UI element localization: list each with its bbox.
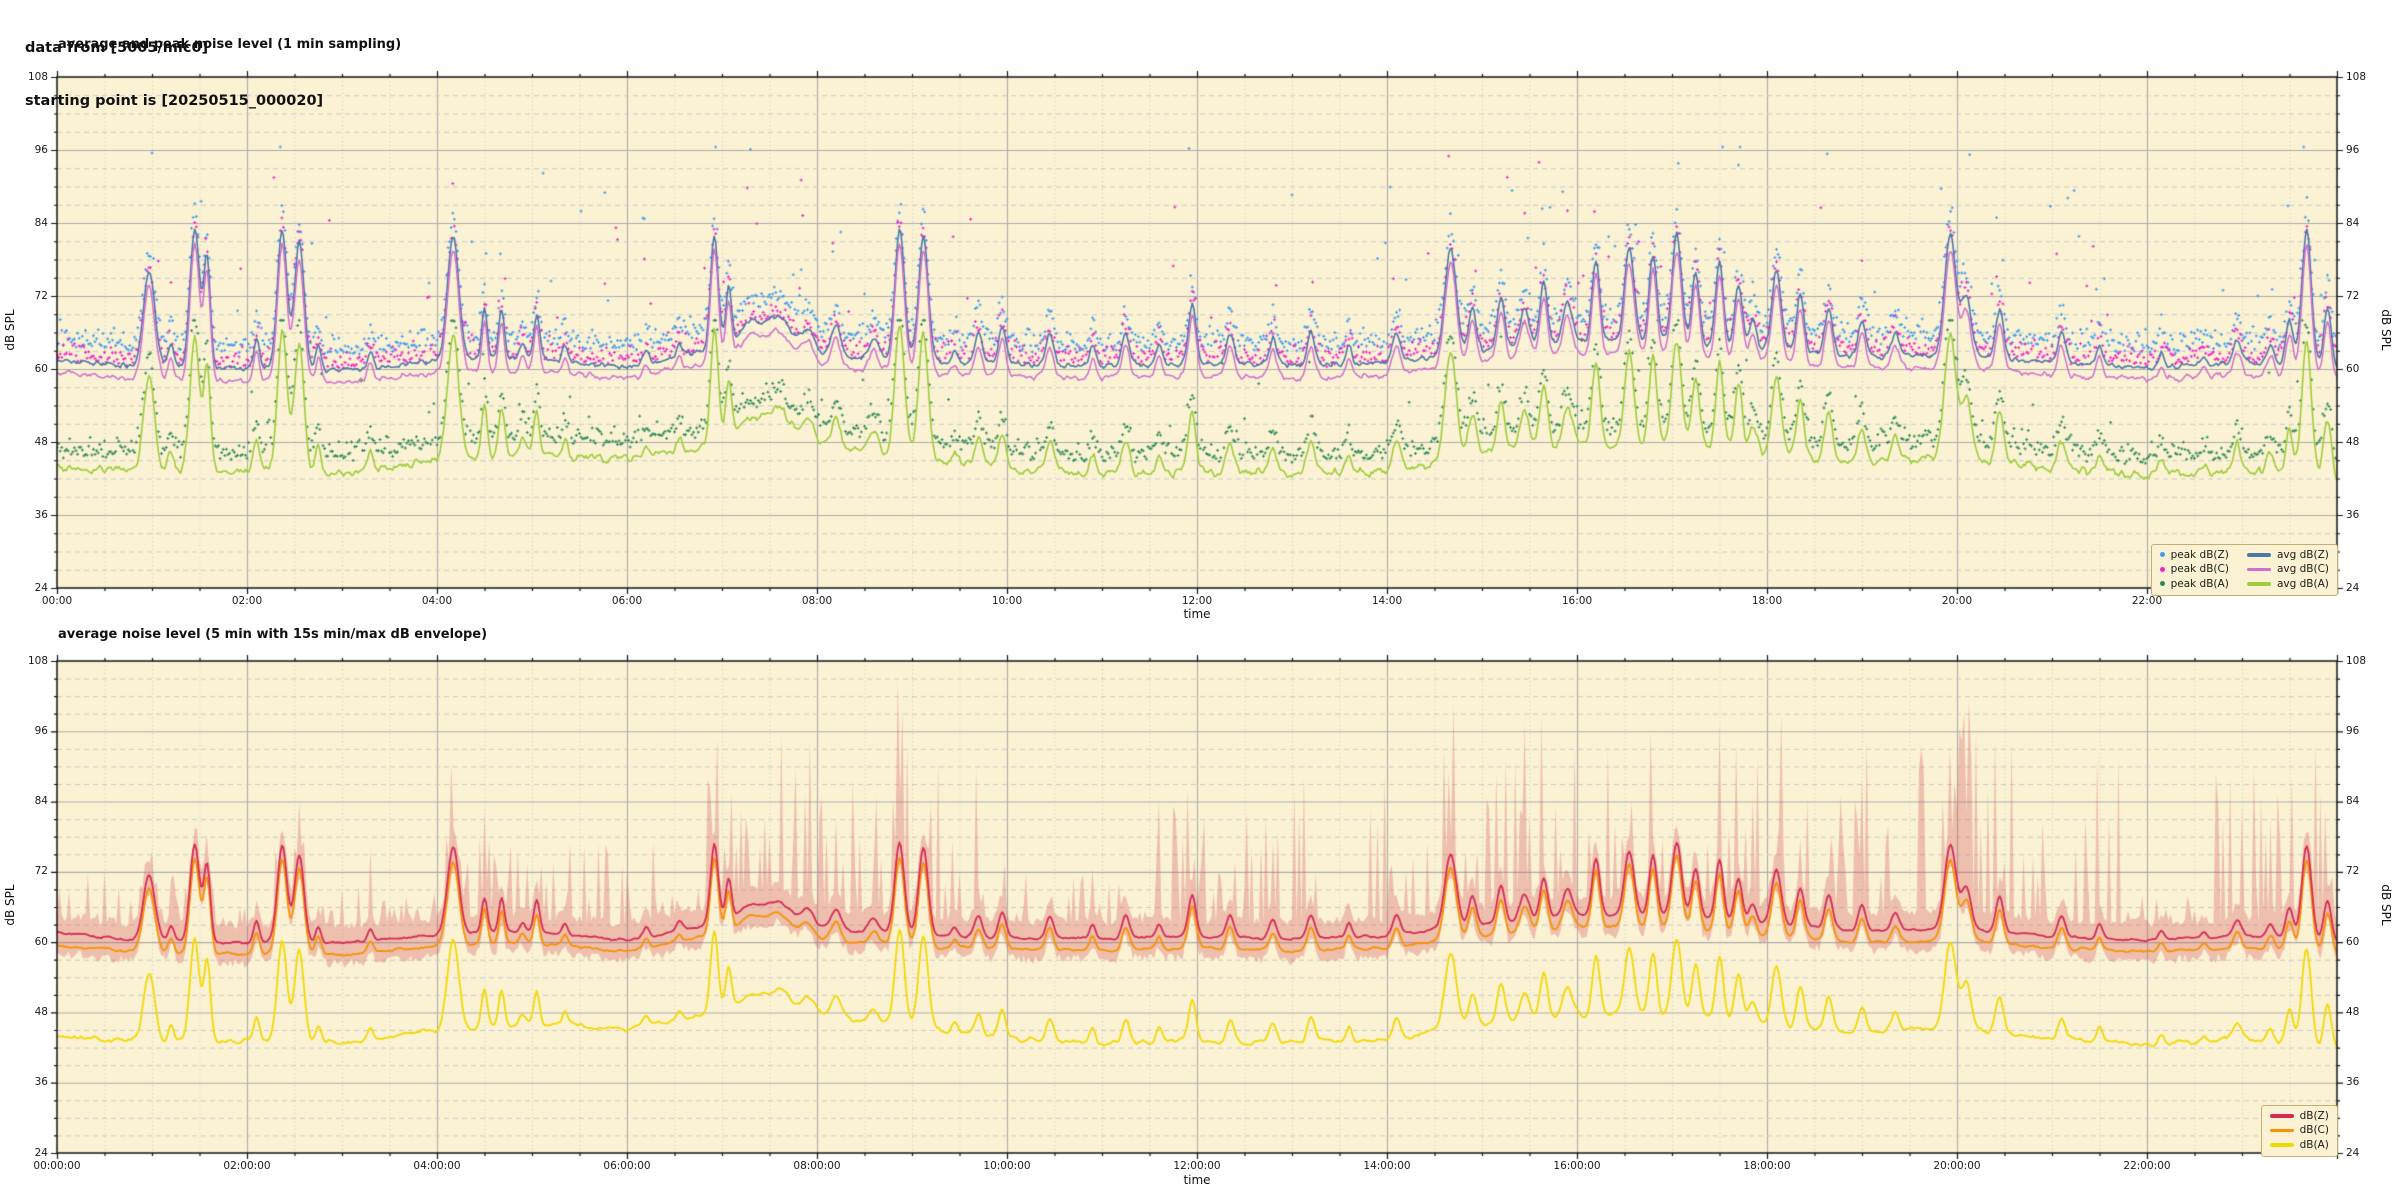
legend-item: dB(A)	[2269, 1138, 2329, 1152]
legend-item: dB(Z)	[2269, 1109, 2329, 1123]
legend-label: dB(C)	[2299, 1124, 2329, 1137]
x-tick-label: 04:00:00	[413, 1160, 461, 1172]
x-tick-label: 02:00:00	[223, 1160, 271, 1172]
legend-swatch-line	[2269, 1128, 2294, 1132]
y-tick-label: 108	[27, 654, 48, 667]
x-tick-label: 02:00	[231, 595, 263, 607]
top-chart-xlabel: time	[1183, 607, 1211, 621]
x-tick-label: 06:00	[611, 595, 643, 607]
y-tick-label: 84	[2346, 216, 2360, 229]
y-tick-label: 60	[2346, 362, 2360, 375]
top-chart-legend: peak dB(Z) avg dB(Z) peak dB(C) avg dB(C) pe…	[2150, 544, 2338, 596]
bottom-chart-ylabel-right: dB SPL	[2379, 884, 2393, 926]
y-tick-label: 24	[34, 581, 48, 594]
legend-swatch-dot	[2159, 566, 2165, 572]
header: data from [5005/mic0] starting point is …	[25, 5, 323, 128]
x-tick-label: 18:00	[1751, 595, 1783, 607]
y-tick-label: 48	[34, 1005, 48, 1018]
header-line2: starting point is [20250515_000020]	[25, 92, 324, 109]
x-tick-label: 14:00	[1371, 595, 1403, 607]
x-tick-label: 08:00:00	[793, 1160, 841, 1172]
y-tick-label: 48	[2346, 435, 2360, 448]
x-tick-label: 14:00:00	[1363, 1160, 1411, 1172]
y-tick-label: 72	[2346, 289, 2360, 302]
legend-item: peak dB(Z)	[2159, 548, 2229, 562]
legend-label: avg dB(A)	[2276, 577, 2329, 590]
x-tick-label: 10:00:00	[983, 1160, 1031, 1172]
y-tick-label: 96	[34, 724, 48, 737]
legend-label: peak dB(A)	[2170, 577, 2229, 590]
y-tick-label: 60	[34, 935, 48, 948]
legend-item: peak dB(A)	[2159, 577, 2229, 591]
y-tick-label: 36	[34, 1076, 48, 1089]
legend-item: avg dB(C)	[2246, 563, 2329, 577]
x-tick-label: 10:00	[991, 595, 1023, 607]
x-tick-label: 12:00	[1181, 595, 1213, 607]
y-tick-label: 84	[34, 216, 48, 229]
bottom-chart-title: average noise level (5 min with 15s min/…	[58, 627, 488, 642]
x-tick-label: 22:00	[2131, 595, 2163, 607]
y-tick-label: 84	[34, 795, 48, 808]
bottom-chart-ylabel-left: dB SPL	[3, 884, 17, 926]
x-tick-label: 20:00:00	[1933, 1160, 1981, 1172]
y-tick-label: 96	[34, 143, 48, 156]
x-tick-label: 22:00:00	[2123, 1160, 2171, 1172]
x-tick-label: 08:00	[801, 595, 833, 607]
legend-swatch-line	[2269, 1114, 2294, 1118]
x-tick-label: 00:00:00	[33, 1160, 81, 1172]
y-tick-label: 108	[2346, 70, 2367, 83]
y-tick-label: 72	[2346, 865, 2360, 878]
y-tick-label: 84	[2346, 795, 2360, 808]
y-tick-label: 108	[27, 70, 48, 83]
legend-swatch-line	[2246, 567, 2271, 571]
legend-label: avg dB(C)	[2276, 563, 2329, 576]
x-tick-label: 04:00	[421, 595, 453, 607]
x-tick-label: 18:00:00	[1743, 1160, 1791, 1172]
legend-label: dB(A)	[2299, 1138, 2329, 1151]
x-tick-label: 12:00:00	[1173, 1160, 1221, 1172]
legend-item: peak dB(C)	[2159, 563, 2229, 577]
y-tick-label: 72	[34, 289, 48, 302]
y-tick-label: 108	[2346, 654, 2367, 667]
x-tick-label: 00:00	[41, 595, 73, 607]
y-tick-label: 60	[34, 362, 48, 375]
legend-label: peak dB(Z)	[2170, 548, 2229, 561]
top-chart-title: average and peak noise level (1 min samp…	[58, 37, 402, 52]
legend-label: dB(Z)	[2299, 1109, 2329, 1122]
y-tick-label: 24	[34, 1146, 48, 1159]
y-tick-label: 36	[2346, 508, 2360, 521]
bottom-chart-legend: dB(Z) dB(C) dB(A)	[2260, 1105, 2338, 1157]
y-tick-label: 96	[2346, 143, 2360, 156]
legend-item: avg dB(A)	[2246, 577, 2329, 591]
legend-item: dB(C)	[2269, 1124, 2329, 1138]
y-tick-label: 48	[2346, 1005, 2360, 1018]
legend-label: peak dB(C)	[2170, 563, 2229, 576]
legend-swatch-line	[2246, 553, 2271, 557]
y-tick-label: 24	[2346, 1146, 2360, 1159]
bottom-chart-xlabel: time	[1183, 1173, 1211, 1187]
y-tick-label: 36	[34, 508, 48, 521]
y-tick-label: 24	[2346, 581, 2360, 594]
y-tick-label: 72	[34, 865, 48, 878]
y-tick-label: 36	[2346, 1076, 2360, 1089]
y-tick-label: 96	[2346, 724, 2360, 737]
legend-item: avg dB(Z)	[2246, 548, 2329, 562]
y-tick-label: 60	[2346, 935, 2360, 948]
x-tick-label: 20:00	[1941, 595, 1973, 607]
legend-swatch-line	[2246, 582, 2271, 586]
x-tick-label: 16:00:00	[1553, 1160, 1601, 1172]
legend-label: avg dB(Z)	[2276, 548, 2329, 561]
header-line1: data from [5005/mic0]	[25, 40, 209, 56]
legend-swatch-dot	[2159, 581, 2165, 587]
x-tick-label: 06:00:00	[603, 1160, 651, 1172]
top-chart-ylabel-left: dB SPL	[3, 309, 17, 351]
legend-swatch-dot	[2159, 552, 2165, 558]
top-chart-ylabel-right: dB SPL	[2379, 309, 2393, 351]
legend-swatch-line	[2269, 1143, 2294, 1147]
x-tick-label: 16:00	[1561, 595, 1593, 607]
y-tick-label: 48	[34, 435, 48, 448]
